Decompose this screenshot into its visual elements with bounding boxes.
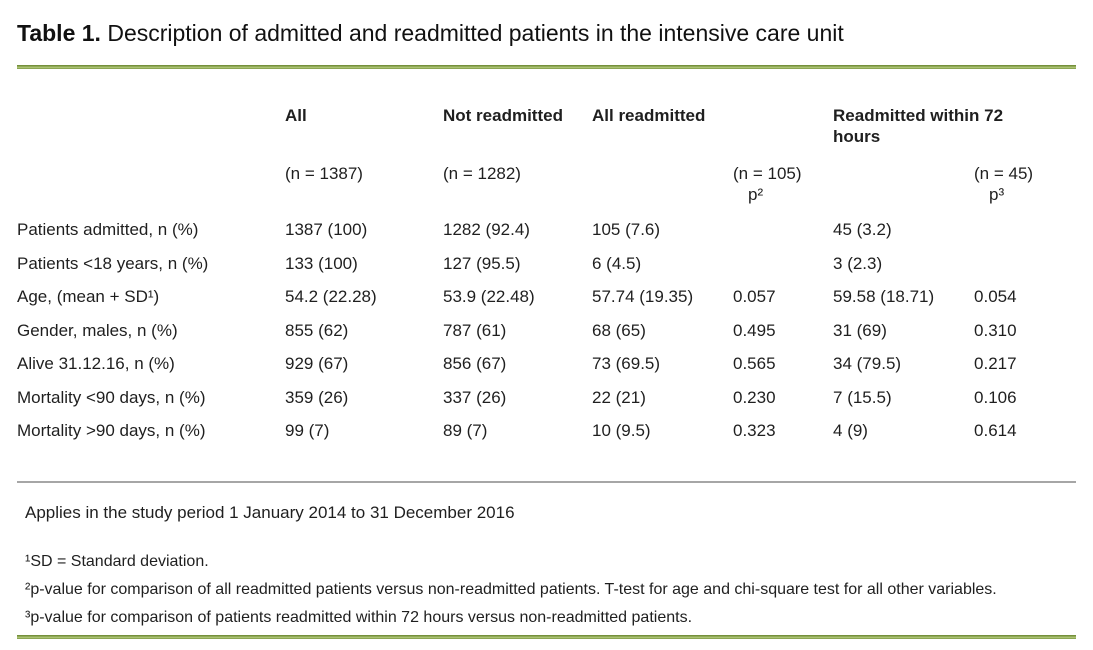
data-cell: 89 (7)	[443, 421, 488, 440]
data-cell: 59.58 (18.71)	[833, 287, 935, 306]
table-row-mortality-under-90: Mortality <90 days, n (%) 359 (26) 337 (…	[17, 381, 1076, 415]
data-cell: 337 (26)	[443, 387, 507, 407]
data-cell	[974, 213, 1076, 247]
data-cell: 3 (2.3)	[833, 253, 883, 273]
data-cell: 0.230	[733, 387, 776, 407]
data-cell: 855 (62)	[285, 320, 349, 340]
header-row-counts: (n = 1387) (n = 1282) (n = 105) p² (n = …	[17, 163, 1076, 213]
table-title-label: Table 1.	[17, 20, 101, 46]
data-cell: 0.057	[733, 287, 776, 306]
data-cell: 0.565	[733, 354, 776, 373]
data-cell: 10 (9.5)	[592, 421, 651, 440]
footnote-sd: ¹SD = Standard deviation.	[25, 552, 209, 570]
data-cell: 0.323	[733, 421, 776, 440]
row-label: Patients admitted, n (%)	[17, 220, 199, 239]
col-header-readmitted-72h-text: Readmitted within 72 hours	[833, 106, 1004, 146]
row-label: Age, (mean + SD¹)	[17, 287, 160, 306]
n-not-readmitted: (n = 1282)	[443, 164, 521, 183]
col-header-all: All	[285, 106, 307, 125]
col-header-readmitted-72h: Readmitted within 72 hours	[833, 105, 1076, 163]
p3-column-label: p³	[989, 185, 1005, 204]
data-cell: 1282 (92.4)	[443, 220, 530, 239]
table-row-alive: Alive 31.12.16, n (%) 929 (67) 856 (67) …	[17, 347, 1076, 381]
data-cell: 54.2 (22.28)	[285, 287, 377, 306]
n-all-readmitted: (n = 105)	[733, 164, 802, 183]
data-cell: 73 (69.5)	[592, 354, 661, 373]
col-header-not-readmitted: Not readmitted	[443, 106, 563, 125]
data-cell: 787 (61)	[443, 320, 507, 340]
empty-header	[833, 163, 974, 213]
row-label: Mortality >90 days, n (%)	[17, 421, 206, 440]
data-cell	[974, 247, 1076, 281]
p2-column-label: p²	[748, 185, 764, 204]
data-cell: 1387 (100)	[285, 220, 368, 239]
data-cell: 53.9 (22.48)	[443, 287, 535, 306]
footnote-p2: ²p-value for comparison of all readmitte…	[25, 580, 997, 598]
data-cell: 68 (65)	[592, 320, 646, 340]
data-cell: 105 (7.6)	[592, 220, 661, 239]
table-row-mortality-over-90: Mortality >90 days, n (%) 99 (7) 89 (7) …	[17, 414, 1076, 448]
table-title: Table 1. Description of admitted and rea…	[17, 18, 1076, 48]
data-cell: 6 (4.5)	[592, 253, 642, 273]
data-cell: 31 (69)	[833, 320, 887, 340]
data-cell: 4 (9)	[833, 421, 868, 440]
data-cell: 34 (79.5)	[833, 354, 902, 373]
data-cell: 0.495	[733, 320, 776, 340]
empty-header	[17, 163, 285, 213]
data-cell: 7 (15.5)	[833, 387, 892, 407]
data-cell	[733, 247, 833, 281]
table-row-age: Age, (mean + SD¹) 54.2 (22.28) 53.9 (22.…	[17, 280, 1076, 314]
data-cell	[733, 213, 833, 247]
table-title-text: Description of admitted and readmitted p…	[100, 20, 844, 46]
n-all: (n = 1387)	[285, 164, 363, 183]
n-readmitted-72h-p3: (n = 45) p³	[974, 163, 1076, 213]
n-all-readmitted-p2: (n = 105) p²	[733, 163, 833, 213]
data-cell: 45 (3.2)	[833, 220, 892, 239]
row-label: Gender, males, n (%)	[17, 320, 178, 340]
header-row-groups: All Not readmitted All readmitted Readmi…	[17, 105, 1076, 163]
top-divider	[17, 65, 1076, 69]
row-label: Alive 31.12.16, n (%)	[17, 354, 175, 373]
footnotes: ¹SD = Standard deviation. ²p-value for c…	[17, 548, 1076, 632]
data-cell: 0.106	[974, 387, 1017, 407]
data-cell: 0.310	[974, 320, 1017, 340]
empty-header	[592, 163, 733, 213]
bottom-divider	[17, 634, 1076, 639]
data-cell: 0.054	[974, 287, 1017, 306]
data-cell: 0.217	[974, 354, 1017, 373]
data-cell: 133 (100)	[285, 253, 358, 273]
row-label: Mortality <90 days, n (%)	[17, 387, 206, 407]
col-header-all-readmitted: All readmitted	[592, 106, 706, 125]
study-period-note: Applies in the study period 1 January 20…	[25, 502, 515, 522]
table-row-gender: Gender, males, n (%) 855 (62) 787 (61) 6…	[17, 314, 1076, 348]
table-row-patients-under-18: Patients <18 years, n (%) 133 (100) 127 …	[17, 247, 1076, 281]
data-cell: 929 (67)	[285, 354, 349, 373]
data-cell: 22 (21)	[592, 387, 646, 407]
empty-header	[17, 105, 285, 163]
data-cell: 99 (7)	[285, 421, 330, 440]
data-cell: 359 (26)	[285, 387, 349, 407]
n-readmitted-72h: (n = 45)	[974, 164, 1034, 183]
patients-table: All Not readmitted All readmitted Readmi…	[17, 105, 1076, 448]
data-cell: 127 (95.5)	[443, 253, 521, 273]
row-label: Patients <18 years, n (%)	[17, 253, 209, 273]
data-cell: 57.74 (19.35)	[592, 287, 694, 306]
table-row-patients-admitted: Patients admitted, n (%) 1387 (100) 1282…	[17, 213, 1076, 247]
footnote-p3: ³p-value for comparison of patients read…	[25, 608, 693, 626]
table-bottom-divider	[17, 480, 1076, 483]
data-cell: 856 (67)	[443, 354, 507, 373]
data-cell: 0.614	[974, 421, 1017, 440]
